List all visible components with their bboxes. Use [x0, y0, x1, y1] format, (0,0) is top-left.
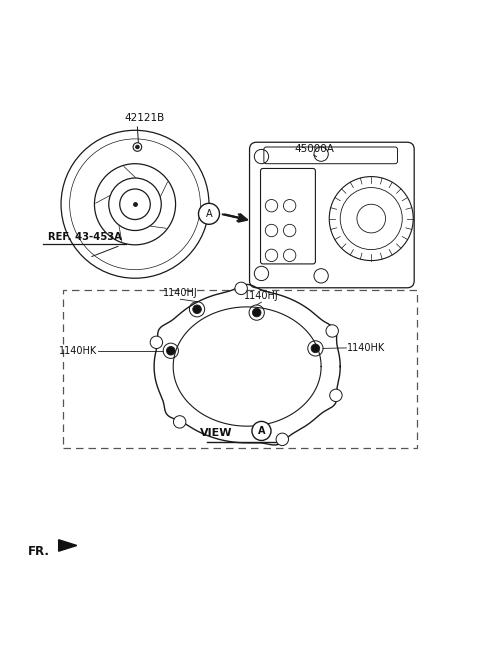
Circle shape	[150, 336, 163, 348]
Circle shape	[311, 344, 320, 353]
Circle shape	[135, 145, 139, 149]
Text: 45000A: 45000A	[294, 144, 334, 154]
Circle shape	[252, 421, 271, 440]
Circle shape	[330, 389, 342, 401]
Polygon shape	[59, 539, 77, 551]
Text: 1140HK: 1140HK	[59, 346, 97, 356]
Circle shape	[133, 143, 142, 151]
Text: 42121B: 42121B	[124, 113, 165, 123]
Circle shape	[252, 308, 261, 317]
Text: VIEW: VIEW	[200, 428, 233, 438]
Text: 1140HK: 1140HK	[348, 343, 385, 353]
Circle shape	[193, 305, 201, 313]
Text: FR.: FR.	[28, 545, 49, 558]
Text: 1140HJ: 1140HJ	[163, 289, 198, 299]
Text: A: A	[258, 426, 265, 436]
Circle shape	[326, 325, 338, 337]
Text: A: A	[205, 209, 212, 219]
Text: REF. 43-453A: REF. 43-453A	[48, 232, 122, 242]
Bar	[63, 290, 417, 448]
Circle shape	[167, 346, 175, 355]
Text: 1140HJ: 1140HJ	[244, 291, 279, 301]
Circle shape	[199, 203, 219, 224]
Circle shape	[276, 433, 288, 446]
Circle shape	[235, 282, 247, 295]
Circle shape	[173, 416, 186, 428]
